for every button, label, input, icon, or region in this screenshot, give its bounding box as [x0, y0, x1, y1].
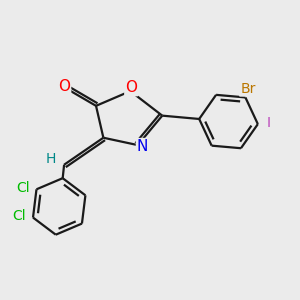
Text: I: I — [267, 116, 271, 130]
Text: O: O — [125, 80, 137, 95]
Text: H: H — [45, 152, 56, 166]
Text: Br: Br — [240, 82, 256, 96]
Text: O: O — [58, 79, 70, 94]
Text: Cl: Cl — [13, 209, 26, 223]
Text: Cl: Cl — [16, 181, 30, 195]
Text: N: N — [137, 139, 148, 154]
